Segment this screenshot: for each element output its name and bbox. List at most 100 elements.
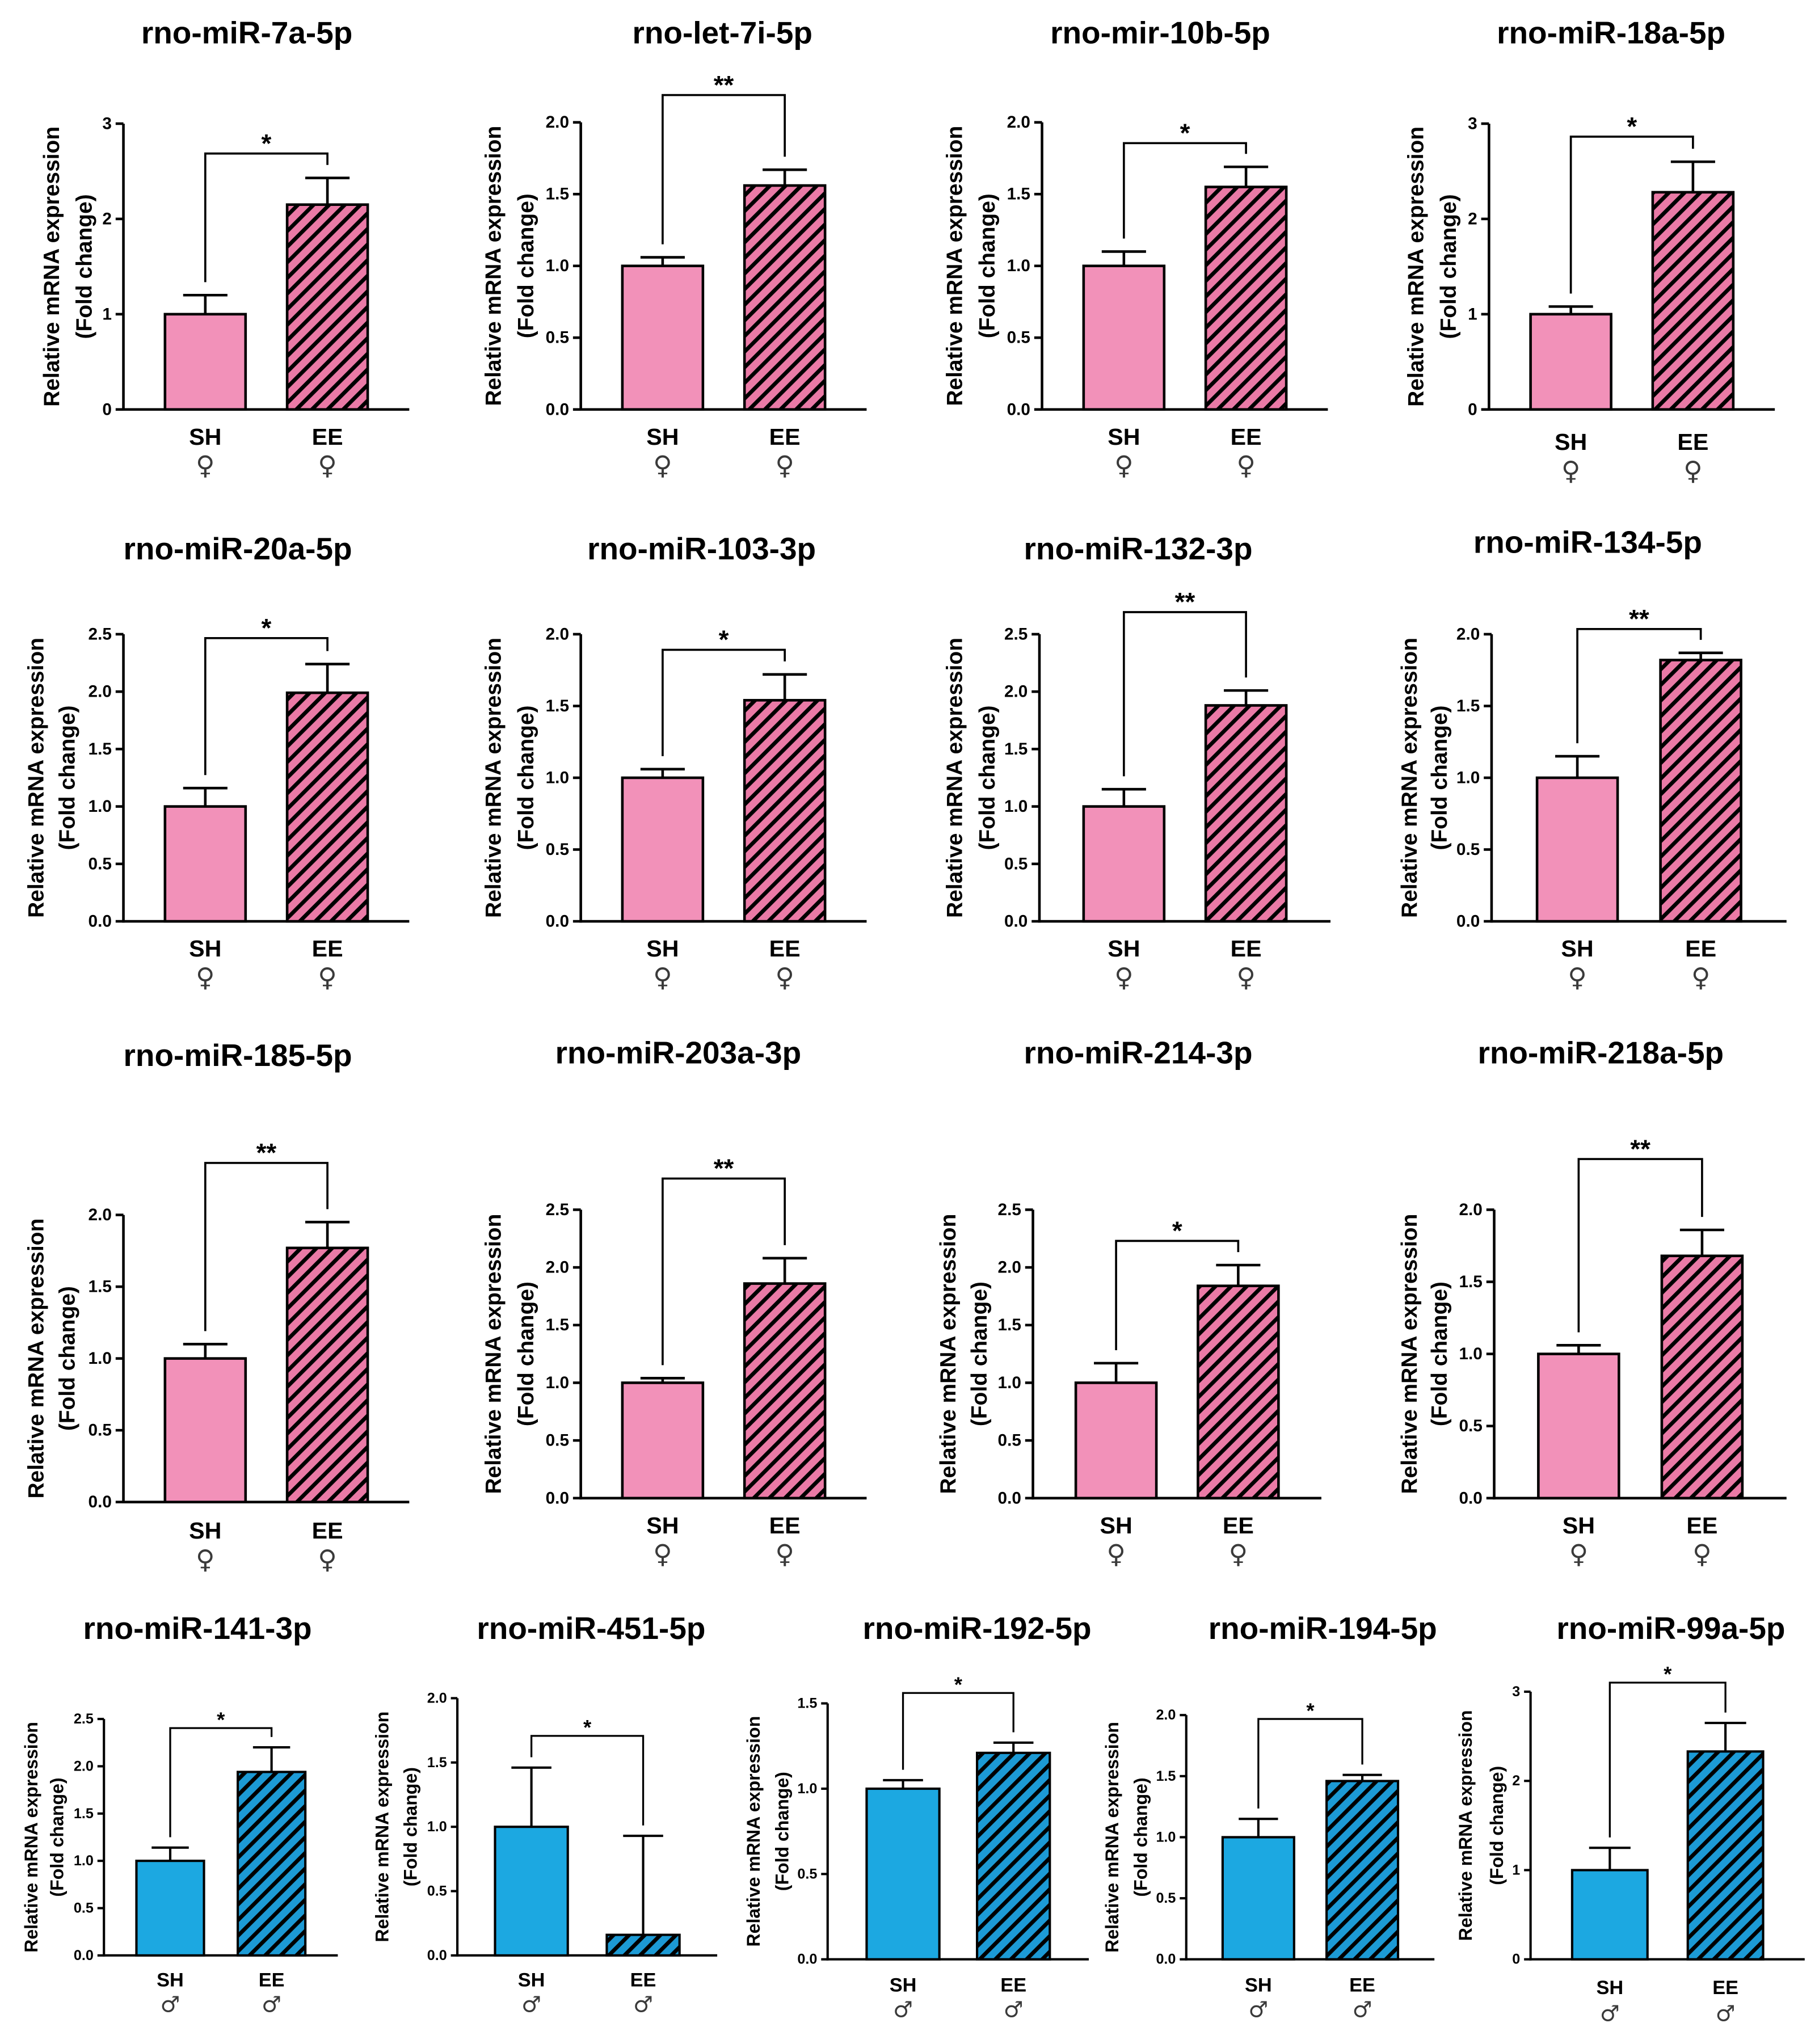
error-bar xyxy=(1224,165,1269,187)
sex-symbol: ♀ xyxy=(1106,1539,1126,1569)
y-tick-label: 1.0 xyxy=(1004,797,1028,816)
chart-title: rno-miR-103-3p xyxy=(587,531,816,566)
y-tick-label: 0.5 xyxy=(546,328,569,347)
y-tick-label: 1.0 xyxy=(797,1781,817,1797)
bar-ee xyxy=(237,1771,307,1957)
y-tick-label: 2.0 xyxy=(1456,625,1480,643)
y-tick-label: 2.0 xyxy=(1459,1200,1482,1219)
sex-symbol: ♀ xyxy=(653,450,672,481)
x-tick-label: SH xyxy=(1108,935,1140,962)
x-tick-label: EE xyxy=(1712,1977,1738,1999)
significance-label: ** xyxy=(1630,1135,1650,1164)
error-bar xyxy=(183,293,228,314)
bar-sh xyxy=(1221,1836,1295,1961)
x-tick-label: EE xyxy=(1231,935,1262,962)
y-tick-label: 0.5 xyxy=(546,840,569,859)
significance-bracket xyxy=(662,648,786,756)
y-tick-label: 1.0 xyxy=(1456,768,1480,787)
significance-label: * xyxy=(1664,1663,1672,1686)
y-axis-label: (Fold change) xyxy=(56,1286,80,1431)
y-tick-label: 1.0 xyxy=(546,256,569,275)
chart-panel: rno-miR-134-5p 0.0 0.5 1.0 1.5 2.0 Relative mR… xyxy=(1397,524,1787,992)
x-tick-label: SH xyxy=(1108,424,1140,450)
y-tick-label: 1 xyxy=(1468,305,1477,323)
significance-label: * xyxy=(262,129,272,158)
chart-title: rno-miR-134-5p xyxy=(1473,524,1702,559)
y-tick-label: 2 xyxy=(1512,1773,1520,1789)
chart-title: rno-mir-10b-5p xyxy=(1050,15,1270,50)
y-tick-label: 0.0 xyxy=(998,1489,1021,1507)
bar-ee xyxy=(743,699,827,923)
y-axis-label: Relative mRNA expression xyxy=(482,638,506,918)
x-tick-label: EE xyxy=(769,1512,801,1539)
y-axis-label: Relative mRNA expression xyxy=(372,1712,392,1942)
significance-bracket xyxy=(1576,627,1702,744)
y-axis-label: (Fold change) xyxy=(1428,705,1452,850)
error-bar xyxy=(183,786,228,807)
error-bar xyxy=(640,1377,685,1383)
significance-bracket xyxy=(1609,1681,1727,1838)
sex-symbol: ♂ xyxy=(262,1992,281,2017)
chart-title: rno-miR-20a-5p xyxy=(124,531,352,566)
y-tick-label: 1.5 xyxy=(74,1806,94,1822)
x-tick-label: EE xyxy=(1677,429,1708,455)
bar-sh xyxy=(1529,313,1612,411)
sex-symbol: ♀ xyxy=(1236,962,1256,992)
y-axis-label: Relative mRNA expression xyxy=(40,127,64,407)
y-axis-label: Relative mRNA expression xyxy=(1404,127,1429,407)
bar-sh xyxy=(865,1787,941,1961)
y-tick-label: 3 xyxy=(1468,114,1477,133)
error-bar xyxy=(183,1343,228,1359)
y-axis-label: (Fold change) xyxy=(72,194,96,339)
y-axis-label: (Fold change) xyxy=(975,193,1000,338)
sex-symbol: ♀ xyxy=(1114,450,1134,481)
significance-bracket xyxy=(204,637,329,776)
bar-sh xyxy=(163,1357,247,1503)
x-tick-label: SH xyxy=(1555,429,1587,455)
x-tick-label: SH xyxy=(189,424,221,450)
sex-symbol: ♀ xyxy=(318,962,337,992)
error-bar xyxy=(1555,755,1600,778)
y-tick-label: 1.5 xyxy=(1007,185,1030,204)
y-tick-label: 1.5 xyxy=(546,185,569,204)
chart-panel: rno-mir-10b-5p 0.0 0.5 1.0 1.5 2.0 Relative mR… xyxy=(943,15,1328,481)
x-tick-label: SH xyxy=(1563,1512,1595,1539)
y-tick-label: 2.0 xyxy=(998,1258,1021,1277)
x-tick-label: EE xyxy=(259,1969,285,1991)
chart-panel: rno-miR-20a-5p 0.0 0.5 1.0 1.5 2.0 2.5 Relative… xyxy=(24,531,410,992)
y-tick-label: 0.0 xyxy=(1156,1952,1176,1967)
y-tick-label: 1.0 xyxy=(1156,1829,1176,1845)
x-tick-label: SH xyxy=(1100,1512,1132,1539)
y-tick-label: 1.0 xyxy=(89,1349,112,1368)
y-tick-label: 3 xyxy=(1512,1684,1520,1700)
y-tick-label: 0.5 xyxy=(89,854,112,873)
y-axis-label: (Fold change) xyxy=(514,1282,538,1426)
bar-ee xyxy=(285,1246,369,1503)
y-tick-label: 0.0 xyxy=(797,1952,817,1967)
bar-sh xyxy=(135,1860,205,1957)
x-tick-label: EE xyxy=(312,1518,343,1544)
significance-label: * xyxy=(954,1673,963,1696)
significance-bracket xyxy=(1257,1718,1363,1809)
bar-ee xyxy=(976,1751,1051,1961)
y-tick-label: 1.0 xyxy=(1459,1345,1482,1363)
bar-sh xyxy=(621,264,705,411)
y-tick-label: 2.0 xyxy=(1004,682,1028,701)
bar-ee xyxy=(285,203,369,411)
y-tick-label: 0.5 xyxy=(1156,1890,1176,1906)
y-tick-label: 0.5 xyxy=(1004,854,1028,873)
sex-symbol: ♂ xyxy=(1004,1997,1024,2023)
error-bar xyxy=(1101,787,1146,807)
y-axis-label: Relative mRNA expression xyxy=(1397,638,1422,918)
error-bar xyxy=(252,1746,290,1772)
y-tick-label: 0.5 xyxy=(89,1421,112,1440)
y-tick-label: 0.5 xyxy=(1007,328,1030,347)
x-tick-label: EE xyxy=(1000,1975,1026,1996)
sex-symbol: ♀ xyxy=(318,1544,337,1574)
y-tick-label: 2.0 xyxy=(1156,1707,1176,1723)
y-axis-label: Relative mRNA expression xyxy=(936,1214,961,1494)
chart-title: rno-miR-218a-5p xyxy=(1477,1035,1724,1070)
significance-bracket xyxy=(1115,1240,1240,1350)
sex-symbol: ♀ xyxy=(1568,962,1587,992)
